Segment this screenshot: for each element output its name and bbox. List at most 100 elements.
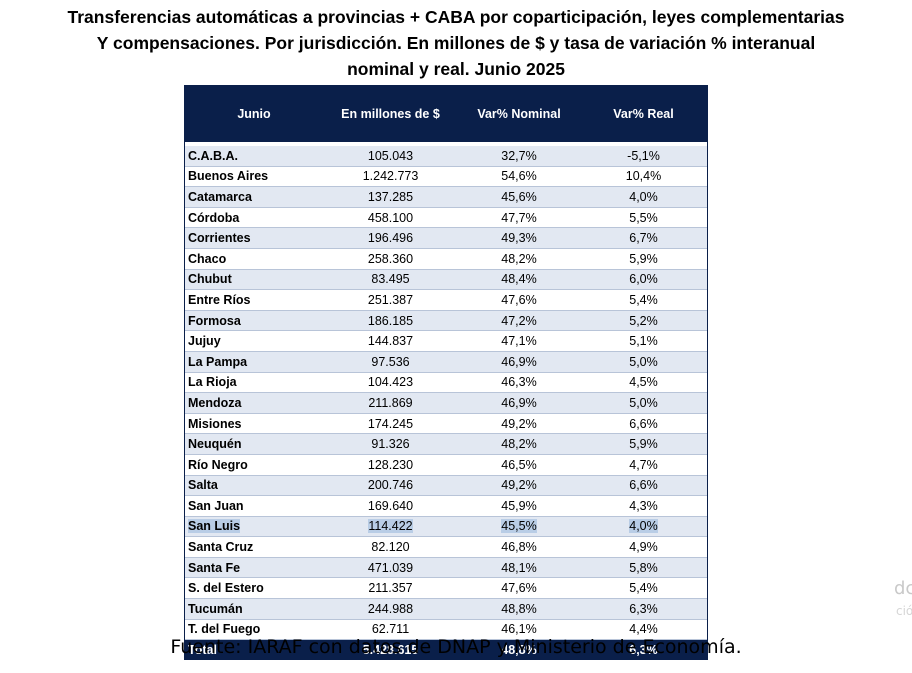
row-province-cell: Buenos Aires: [185, 169, 323, 183]
row-nominal-cell: 46,1%: [458, 622, 580, 636]
row-millones-cell: 128.230: [323, 458, 458, 472]
row-nominal: 49,2%: [501, 478, 537, 493]
row-province-cell: La Rioja: [185, 375, 323, 389]
row-province-cell: Santa Cruz: [185, 540, 323, 554]
row-millones-cell: 114.422: [323, 519, 458, 534]
row-millones: 211.869: [368, 395, 413, 410]
table-row[interactable]: T. del Fuego 62.711 46,1% 4,4%: [185, 619, 707, 641]
row-province-cell: S. del Estero: [185, 581, 323, 595]
row-nominal: 45,6%: [501, 189, 537, 204]
table-row[interactable]: Río Negro 128.230 46,5% 4,7%: [185, 454, 707, 476]
row-province-cell: Entre Ríos: [185, 293, 323, 307]
row-nominal: 46,1%: [501, 622, 537, 637]
row-nominal: 47,1%: [501, 334, 537, 349]
row-nominal: 48,2%: [501, 437, 537, 452]
row-province-cell: San Juan: [185, 499, 323, 513]
row-real-cell: 5,1%: [580, 334, 707, 348]
row-province-cell: Córdoba: [185, 211, 323, 225]
row-nominal-cell: 48,8%: [458, 602, 580, 616]
row-millones: 105.043: [367, 148, 414, 163]
row-millones: 83.495: [371, 272, 410, 287]
row-province: Chubut: [188, 272, 232, 287]
row-real-cell: 4,0%: [580, 519, 707, 534]
table-row[interactable]: Mendoza 211.869 46,9% 5,0%: [185, 393, 707, 414]
row-real: 5,9%: [629, 437, 658, 452]
row-province: S. del Estero: [188, 581, 264, 596]
table-row[interactable]: Chaco 258.360 48,2% 5,9%: [185, 248, 707, 270]
row-real-cell: 4,9%: [580, 540, 707, 554]
table-row[interactable]: Santa Cruz 82.120 46,8% 4,9%: [185, 537, 707, 558]
row-millones: 137.285: [367, 189, 414, 204]
title-line-2: Y compensaciones. Por jurisdicción. En m…: [96, 33, 816, 53]
row-province: Jujuy: [188, 334, 221, 349]
row-millones-cell: 97.536: [323, 355, 458, 369]
table-row[interactable]: La Pampa 97.536 46,9% 5,0%: [185, 351, 707, 373]
table-row[interactable]: Córdoba 458.100 47,7% 5,5%: [185, 207, 707, 229]
table-row[interactable]: Catamarca 137.285 45,6% 4,0%: [185, 187, 707, 208]
header-real: Var% Real: [613, 107, 674, 121]
row-millones-cell: 105.043: [323, 149, 458, 163]
source-note: Fuente: IARAF con datos de DNAP y Minist…: [170, 636, 742, 658]
row-real: 5,4%: [629, 292, 658, 307]
table-row[interactable]: San Juan 169.640 45,9% 4,3%: [185, 496, 707, 517]
row-nominal: 46,9%: [501, 395, 537, 410]
row-real-cell: 4,3%: [580, 499, 707, 513]
row-province: San Juan: [188, 498, 244, 513]
row-real-cell: 4,5%: [580, 375, 707, 389]
table-row[interactable]: Buenos Aires 1.242.773 54,6% 10,4%: [185, 166, 707, 188]
row-millones-cell: 62.711: [323, 622, 458, 636]
row-province: Mendoza: [188, 395, 242, 410]
row-province-cell: C.A.B.A.: [185, 149, 323, 163]
row-province-cell: T. del Fuego: [185, 622, 323, 636]
row-real: 4,7%: [629, 457, 658, 472]
row-real: 6,6%: [629, 478, 658, 493]
row-nominal-cell: 48,2%: [458, 252, 580, 266]
row-province-cell: Corrientes: [185, 231, 323, 245]
table-row[interactable]: Tucumán 244.988 48,8% 6,3%: [185, 599, 707, 620]
table-row[interactable]: Chubut 83.495 48,4% 6,0%: [185, 269, 707, 291]
row-nominal-cell: 46,5%: [458, 458, 580, 472]
table-row[interactable]: Corrientes 196.496 49,3% 6,7%: [185, 228, 707, 249]
table-row[interactable]: Jujuy 144.837 47,1% 5,1%: [185, 331, 707, 352]
row-province: Río Negro: [188, 457, 248, 472]
row-nominal: 47,6%: [501, 581, 537, 596]
row-province: Formosa: [188, 313, 241, 328]
table-row[interactable]: C.A.B.A. 105.043 32,7% -5,1%: [185, 146, 707, 167]
row-real: 6,7%: [629, 231, 658, 246]
row-province: Santa Fe: [188, 560, 241, 575]
row-real-cell: -5,1%: [580, 149, 707, 163]
row-province: La Rioja: [188, 375, 237, 390]
table-row[interactable]: Entre Ríos 251.387 47,6% 5,4%: [185, 290, 707, 311]
row-real-cell: 5,2%: [580, 314, 707, 328]
table-row[interactable]: Santa Fe 471.039 48,1% 5,8%: [185, 557, 707, 579]
row-real-cell: 6,7%: [580, 231, 707, 245]
row-millones: 200.746: [367, 478, 414, 493]
row-nominal-cell: 45,6%: [458, 190, 580, 204]
table-row[interactable]: San Luis 114.422 45,5% 4,0%: [185, 516, 707, 538]
row-nominal-cell: 48,1%: [458, 561, 580, 575]
row-real-cell: 4,4%: [580, 622, 707, 636]
table-row[interactable]: Misiones 174.245 49,2% 6,6%: [185, 413, 707, 435]
row-real: 6,6%: [629, 416, 658, 431]
table-row[interactable]: Formosa 186.185 47,2% 5,2%: [185, 310, 707, 332]
total-nominal: 48,8%: [501, 642, 537, 657]
row-millones-cell: 82.120: [323, 540, 458, 554]
row-nominal-cell: 47,6%: [458, 293, 580, 307]
row-province-cell: Río Negro: [185, 458, 323, 472]
row-millones: 82.120: [371, 540, 410, 555]
row-province-cell: Mendoza: [185, 396, 323, 410]
row-millones-cell: 211.869: [323, 396, 458, 410]
table-row[interactable]: S. del Estero 211.357 47,6% 5,4%: [185, 578, 707, 600]
row-nominal-cell: 46,9%: [458, 355, 580, 369]
table-row[interactable]: Neuquén 91.326 48,2% 5,9%: [185, 434, 707, 455]
table-row[interactable]: La Rioja 104.423 46,3% 4,5%: [185, 372, 707, 394]
row-nominal-cell: 49,2%: [458, 417, 580, 431]
row-millones: 128.230: [367, 457, 414, 472]
row-province: Catamarca: [188, 189, 252, 204]
row-real-cell: 5,5%: [580, 211, 707, 225]
row-province: Córdoba: [188, 210, 240, 225]
row-real: -5,1%: [627, 148, 660, 163]
page-title: Transferencias automáticas a provincias …: [0, 4, 912, 82]
row-millones-cell: 244.988: [323, 602, 458, 616]
table-row[interactable]: Salta 200.746 49,2% 6,6%: [185, 475, 707, 497]
